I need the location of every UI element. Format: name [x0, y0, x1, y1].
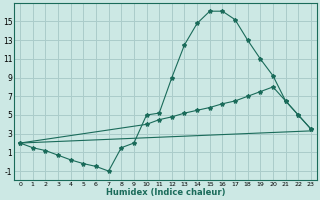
X-axis label: Humidex (Indice chaleur): Humidex (Indice chaleur): [106, 188, 225, 197]
